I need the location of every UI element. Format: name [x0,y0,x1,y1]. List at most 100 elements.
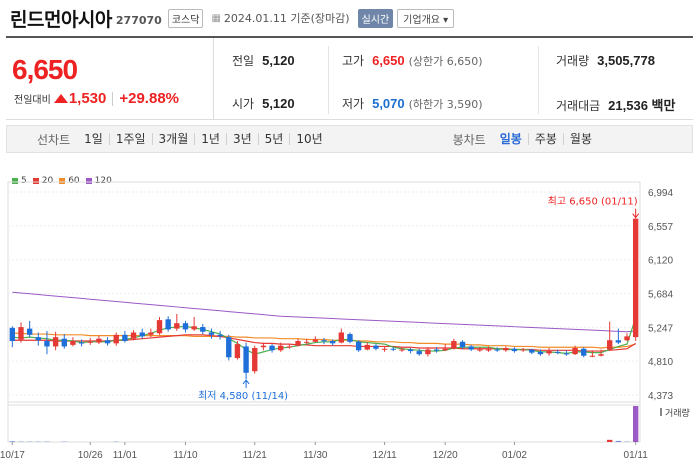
quote-panel: 6,650 전일대비 1,530 +29.88% 전일 5,120 시가 5,1… [6,36,693,120]
volume-bar [632,406,639,442]
candle-body [442,348,448,351]
x-tick-label: 11/10 [173,450,198,461]
period-3m[interactable]: 3개월 [151,133,195,145]
divider [112,91,114,106]
ma120-label: 120 [94,176,112,186]
volume-value: 3,505,778 [597,53,655,68]
candle-body [260,345,267,348]
candle-body [511,348,518,352]
candle-body [191,326,197,330]
line-chart-label: 선차트 [37,132,71,147]
period-1y[interactable]: 1년 [194,133,226,145]
candle-body [572,347,578,355]
change-percent: +29.88% [119,90,179,107]
candle-body [243,346,249,373]
candle [243,342,249,379]
y-tick-label: 4,810 [648,357,673,368]
candle-body [269,345,275,351]
candle [390,347,396,352]
candle [399,347,405,352]
candle [546,347,552,356]
candle-body [468,346,474,350]
candle [122,330,128,343]
candle [226,334,232,361]
volume-legend-icon [660,408,662,416]
candle [373,344,379,351]
current-price: 6,650 [12,54,78,85]
stock-code: 277070 [115,13,162,27]
candle-body [278,345,284,351]
candle [208,328,215,339]
period-5y[interactable]: 5년 [257,133,290,145]
candle [338,328,344,344]
trade-amount: 거래대금 21,536 백만 [556,95,675,114]
open-label: 시가 [232,97,255,111]
candle [615,328,622,345]
open-price: 시가 5,120 [232,95,295,112]
divider [538,46,539,114]
candle [234,341,241,360]
prev-close: 전일 5,120 [232,52,295,69]
candle [260,342,267,351]
candle [104,337,111,346]
candle-chart-label: 봉차트 [452,132,486,147]
chart-grid [7,181,641,443]
period-10y[interactable]: 10년 [289,133,328,145]
ma60-swatch [59,178,66,184]
prev-close-label: 전일 [232,54,255,68]
candle-body [113,334,119,344]
chart-period-bar: 선차트 1일 1주일 3개월 1년 3년 5년 10년 봉차트 일봉 주봉 월봉 [6,125,693,153]
candle-body [70,341,76,345]
candle [459,340,466,349]
candle [442,344,448,352]
candle [407,347,414,354]
divider [328,46,329,114]
candle-body [26,328,33,335]
amount-label: 거래대금 [556,99,601,113]
ma120-line [12,291,636,333]
candle-body [390,348,396,350]
candle [581,347,587,358]
candle-body [563,353,570,355]
candle-weekly[interactable]: 주봉 [527,133,563,145]
x-tick-label: 01/11 [624,450,649,461]
lower-limit: (하한가 3,590) [408,98,483,111]
upper-limit: (상한가 6,650) [408,55,483,68]
ma60-label: 60 [68,176,80,186]
candle-body [104,340,111,344]
current-price-box: 6,650 전일대비 1,530 +29.88% [6,38,214,120]
y-tick-label: 6,120 [648,256,673,267]
candle [503,346,509,352]
x-tick-label: 12/11 [372,450,397,461]
annotations: 최고 6,650 (01/11) 최저 4,580 (11/14) [198,196,640,402]
candle-daily[interactable]: 일봉 [499,132,522,146]
period-1w[interactable]: 1주일 [108,133,152,145]
candle [26,320,33,338]
candle [537,349,544,356]
market-badge: 코스닥 [167,8,204,28]
candle [477,347,483,352]
x-tick-label: 11/30 [303,450,328,461]
candle-body [459,341,466,348]
price-chart[interactable]: 6,994 6,557 6,120 5,684 5,247 4,810 4,373 10/1… [0,170,699,474]
candle [416,348,422,356]
candle-body [87,341,93,343]
candle-body [425,349,431,355]
company-overview-dropdown[interactable]: 기업개요 ▾ [397,8,455,28]
candle-body [624,336,630,341]
volume-bar [9,441,16,442]
candle-body [338,332,344,343]
period-1d[interactable]: 1일 [84,132,103,146]
high-label: 고가 [342,54,365,68]
candle-body [581,348,587,356]
calendar-icon: ▦ [211,12,221,24]
ma5-swatch [12,178,18,184]
candle-body [546,351,552,354]
candles [9,218,639,379]
candle [304,338,310,345]
candle [624,333,630,342]
realtime-button[interactable]: 실시간 [357,8,394,28]
candle [364,342,370,351]
period-3y[interactable]: 3년 [225,133,258,145]
candle-monthly[interactable]: 월봉 [562,133,598,145]
